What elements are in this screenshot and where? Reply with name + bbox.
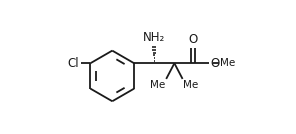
- Text: Me: Me: [150, 80, 165, 90]
- Text: O: O: [188, 34, 198, 46]
- Text: Me: Me: [183, 80, 198, 90]
- Text: NH₂: NH₂: [143, 31, 165, 44]
- Text: O: O: [210, 57, 219, 70]
- Text: Me: Me: [220, 58, 236, 68]
- Text: Cl: Cl: [68, 57, 80, 70]
